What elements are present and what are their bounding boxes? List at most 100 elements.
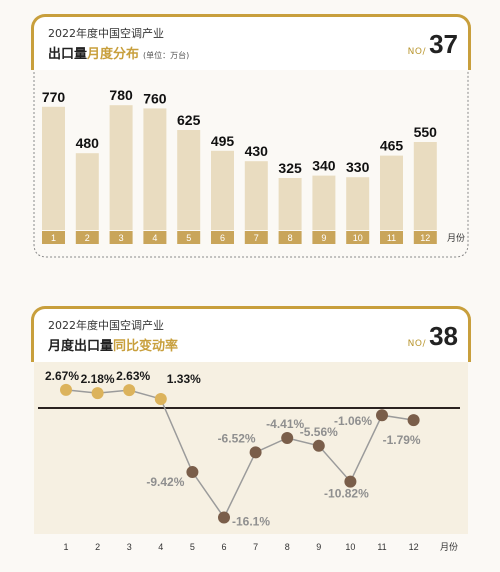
x-axis-label: 月份 <box>440 541 458 553</box>
bar-category-label: 11 <box>387 233 396 243</box>
data-point <box>218 511 230 524</box>
bar <box>312 175 336 230</box>
data-label: -9.42% <box>146 475 184 489</box>
bar-value-label: 770 <box>42 89 66 105</box>
panel-number: 38 <box>429 321 458 351</box>
bar-category-box <box>380 231 403 244</box>
x-tick-label: 7 <box>253 542 258 552</box>
bar-value-label: 325 <box>278 160 302 176</box>
bar-value-label: 465 <box>380 138 404 154</box>
data-label: 1.33% <box>167 372 201 386</box>
bar-category-label: 4 <box>152 233 157 243</box>
data-point <box>91 387 104 400</box>
bar-category-box <box>109 231 133 244</box>
data-label: -5.56% <box>300 425 338 439</box>
bar <box>346 177 370 230</box>
bar-value-label: 340 <box>312 158 336 174</box>
bar-category-label: 1 <box>51 233 56 243</box>
yoy-change-panel: 2022年度中国空调产业 月度出口量同比变动率 NO/ 38 <box>31 306 471 572</box>
bar-category-label: 7 <box>254 233 259 243</box>
x-tick-label: 6 <box>221 542 226 552</box>
bar-value-label: 495 <box>211 133 235 149</box>
panel-number: 37 <box>429 29 458 59</box>
data-label: 2.18% <box>81 372 115 386</box>
panel-subtitle: 2022年度中国空调产业 <box>48 27 164 40</box>
bar-category-label: 12 <box>420 233 430 243</box>
data-label: -6.52% <box>218 431 256 445</box>
bar <box>211 150 234 230</box>
bar-value-label: 760 <box>143 90 167 106</box>
bar-category-box <box>312 231 336 244</box>
plot-background <box>34 362 468 534</box>
data-point <box>249 446 262 459</box>
bar-category-box <box>75 231 99 244</box>
bar <box>75 153 99 230</box>
panel-subtitle: 2022年度中国空调产业 <box>48 319 164 332</box>
bar-value-label: 330 <box>346 159 370 175</box>
panel-title: 出口量月度分布 (单位：万台) <box>48 43 189 62</box>
bar-value-label: 430 <box>245 143 269 159</box>
data-point <box>186 466 199 479</box>
data-label: 2.63% <box>116 369 150 383</box>
bar-category-label: 3 <box>119 233 124 243</box>
title-main: 月度出口量 <box>48 339 114 354</box>
panel-header: 2022年度中国空调产业 月度出口量同比变动率 NO/ 38 <box>31 306 471 362</box>
bar-category-label: 2 <box>85 233 90 243</box>
bar-category-box <box>143 231 167 244</box>
bar-category-label: 9 <box>321 233 326 243</box>
x-tick-label: 12 <box>409 542 419 552</box>
x-tick-label: 1 <box>63 542 68 552</box>
data-point <box>312 439 325 452</box>
bar-value-label: 480 <box>76 135 100 151</box>
bar-chart-frame <box>33 64 469 258</box>
x-tick-label: 4 <box>158 542 163 552</box>
bar <box>244 161 268 230</box>
export-volume-panel: 2022年度中国空调产业 出口量月度分布 (单位：万台) NO/ 37 1 770 2… <box>31 14 471 258</box>
data-point <box>60 383 72 396</box>
data-label: -1.06% <box>334 414 372 428</box>
data-point <box>281 431 294 444</box>
x-tick-label: 2 <box>95 542 100 552</box>
data-label: -16.1% <box>232 514 270 528</box>
title-accent: 同比变动率 <box>113 339 179 354</box>
bar-category-box <box>244 231 268 244</box>
bar-category-label: 5 <box>186 233 191 243</box>
bar-category-label: 6 <box>220 233 225 243</box>
data-point <box>344 475 357 488</box>
data-point <box>123 384 136 397</box>
x-tick-label: 8 <box>285 542 290 552</box>
bar <box>177 130 201 230</box>
data-label: -4.41% <box>266 417 304 431</box>
title-main: 出口量 <box>48 47 88 62</box>
bar-category-box <box>211 231 234 244</box>
x-tick-label: 9 <box>316 542 321 552</box>
bar-category-box <box>346 231 370 244</box>
bar-category-label: 10 <box>353 233 363 243</box>
x-tick-label: 11 <box>377 542 386 552</box>
bar <box>413 142 437 230</box>
x-tick-label: 10 <box>345 542 355 552</box>
bar-category-box <box>413 231 437 244</box>
panel-number-label: NO/ <box>407 339 426 349</box>
panel-header: 2022年度中国空调产业 出口量月度分布 (单位：万台) NO/ 37 <box>31 14 471 70</box>
bar <box>109 105 133 230</box>
bar <box>278 178 302 230</box>
x-tick-label: 3 <box>127 542 132 552</box>
data-label: -10.82% <box>324 487 369 501</box>
bar <box>380 155 403 230</box>
x-tick-label: 5 <box>190 542 195 552</box>
bar-value-label: 625 <box>177 112 201 128</box>
bar-category-box <box>42 231 65 244</box>
data-point <box>407 414 420 427</box>
bar-category-box <box>177 231 201 244</box>
bar-category-box <box>278 231 302 244</box>
bar <box>42 106 65 230</box>
data-label: -1.79% <box>383 433 421 447</box>
title-accent: 月度分布 <box>87 47 140 62</box>
bar-value-label: 780 <box>109 87 133 103</box>
bar <box>143 108 167 230</box>
bar-category-label: 8 <box>288 233 293 243</box>
bar-value-label: 550 <box>414 124 438 140</box>
panel-number-label: NO/ <box>407 47 426 57</box>
